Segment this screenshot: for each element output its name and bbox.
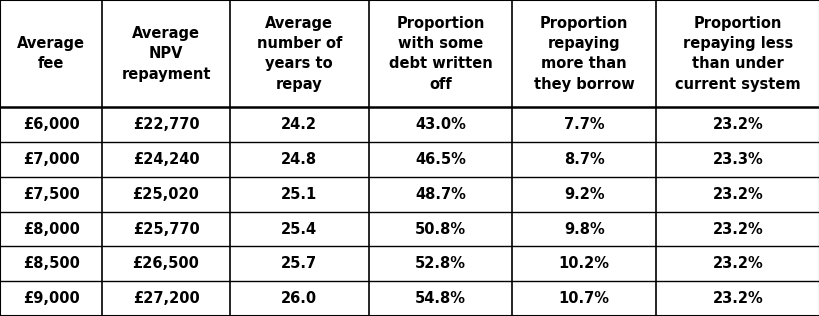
Text: 24.2: 24.2 <box>281 117 317 132</box>
Text: £24,240: £24,240 <box>133 152 199 167</box>
Text: 10.2%: 10.2% <box>558 256 609 271</box>
Text: Average
NPV
repayment: Average NPV repayment <box>121 26 210 82</box>
Text: 23.2%: 23.2% <box>712 222 762 237</box>
Text: £8,500: £8,500 <box>23 256 79 271</box>
Text: £7,500: £7,500 <box>23 187 79 202</box>
Text: 23.2%: 23.2% <box>712 117 762 132</box>
Text: £9,000: £9,000 <box>23 291 79 306</box>
Text: £25,770: £25,770 <box>133 222 199 237</box>
Text: £25,020: £25,020 <box>133 187 199 202</box>
Text: 8.7%: 8.7% <box>563 152 604 167</box>
Text: £7,000: £7,000 <box>23 152 79 167</box>
Text: Proportion
repaying less
than under
current system: Proportion repaying less than under curr… <box>674 15 800 92</box>
Text: 26.0: 26.0 <box>281 291 317 306</box>
Text: 24.8: 24.8 <box>281 152 317 167</box>
Text: Average
fee: Average fee <box>17 36 85 71</box>
Text: 54.8%: 54.8% <box>414 291 466 306</box>
Text: £8,000: £8,000 <box>23 222 79 237</box>
Text: Proportion
with some
debt written
off: Proportion with some debt written off <box>388 15 492 92</box>
Text: 25.4: 25.4 <box>281 222 317 237</box>
Text: £6,000: £6,000 <box>23 117 79 132</box>
Text: 9.2%: 9.2% <box>563 187 604 202</box>
Text: 7.7%: 7.7% <box>563 117 604 132</box>
Text: £26,500: £26,500 <box>133 256 199 271</box>
Text: 9.8%: 9.8% <box>563 222 604 237</box>
Text: 25.7: 25.7 <box>281 256 317 271</box>
Text: 48.7%: 48.7% <box>414 187 466 202</box>
Text: 23.2%: 23.2% <box>712 291 762 306</box>
Text: Proportion
repaying
more than
they borrow: Proportion repaying more than they borro… <box>533 15 634 92</box>
Text: 43.0%: 43.0% <box>414 117 466 132</box>
Text: 50.8%: 50.8% <box>414 222 466 237</box>
Text: £27,200: £27,200 <box>133 291 199 306</box>
Text: 25.1: 25.1 <box>281 187 317 202</box>
Text: 52.8%: 52.8% <box>414 256 466 271</box>
Text: 23.2%: 23.2% <box>712 256 762 271</box>
Text: 46.5%: 46.5% <box>414 152 466 167</box>
Text: £22,770: £22,770 <box>133 117 199 132</box>
Text: 23.3%: 23.3% <box>712 152 762 167</box>
Text: 10.7%: 10.7% <box>558 291 609 306</box>
Text: 23.2%: 23.2% <box>712 187 762 202</box>
Text: Average
number of
years to
repay: Average number of years to repay <box>256 15 342 92</box>
